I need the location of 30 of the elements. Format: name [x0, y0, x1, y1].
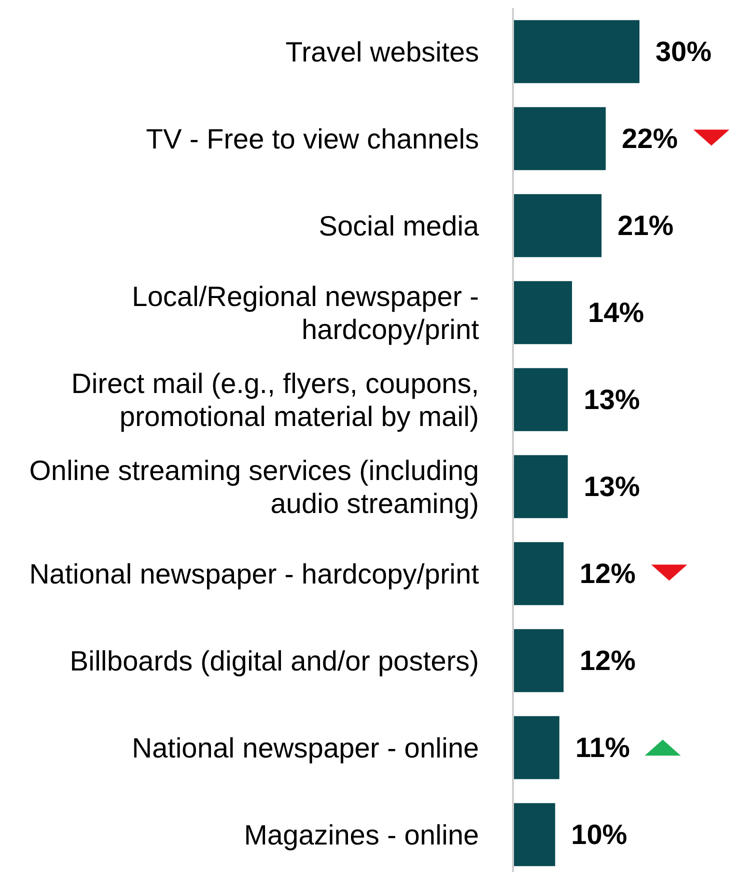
bar — [513, 20, 640, 84]
y-tick-label: National newspaper - hardcopy/print — [29, 558, 480, 589]
bar — [513, 368, 568, 432]
y-tick-label: Magazines - online — [244, 819, 479, 850]
bar — [513, 629, 564, 692]
bar — [513, 803, 556, 866]
data-label: 30% — [655, 36, 712, 68]
bar — [513, 281, 572, 344]
data-label: 12% — [580, 645, 636, 676]
y-tick-label: Billboards (digital and/or posters) — [70, 645, 479, 676]
data-label: 11% — [575, 732, 630, 764]
y-tick-label: Travel websites — [286, 36, 479, 67]
y-tick-label: Online streaming services (including audio streaming) — [29, 454, 479, 518]
data-label: 21% — [618, 210, 674, 242]
data-label: 22% — [622, 123, 678, 154]
data-label: 10% — [571, 819, 628, 850]
bar — [513, 716, 560, 780]
y-tick-label: Social media — [318, 210, 480, 241]
bar — [513, 455, 568, 518]
data-label: 13% — [584, 384, 640, 416]
y-tick-label: Local/Regional newspaper - hardcopy/print — [132, 280, 480, 344]
data-label: 12% — [580, 558, 636, 590]
bar — [513, 194, 602, 258]
bar — [513, 542, 564, 606]
data-label: 13% — [584, 471, 640, 502]
y-tick-label: National newspaper - online — [132, 732, 479, 763]
y-tick-label: Direct mail (e.g., flyers, coupons, promotional material by mail) — [71, 368, 479, 432]
data-label: 14% — [588, 297, 644, 328]
y-tick-label: TV - Free to view channels — [146, 123, 479, 154]
bar — [513, 107, 606, 170]
